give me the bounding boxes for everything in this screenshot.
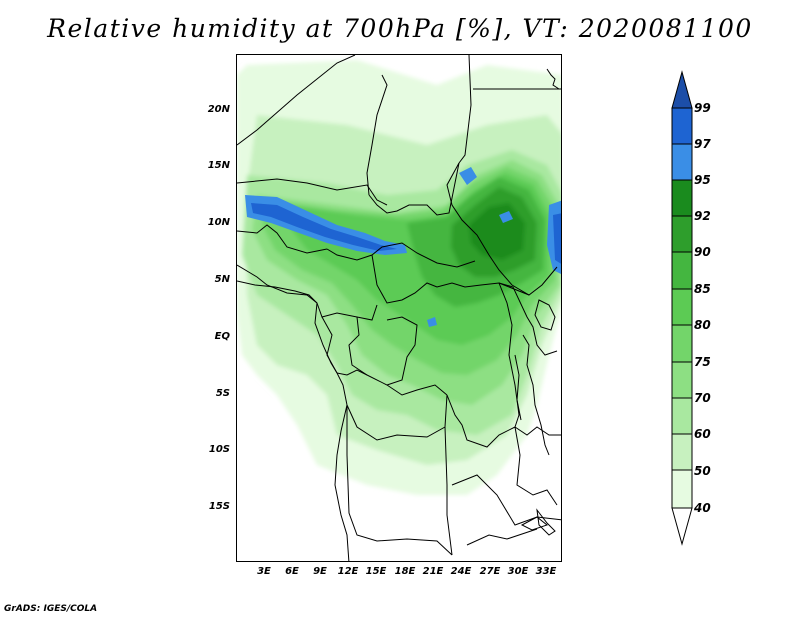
x-axis-label: 33E <box>535 566 557 577</box>
colorbar-label: 90 <box>694 245 711 259</box>
border-line <box>316 302 378 321</box>
colorbar-segment-60 <box>671 433 693 471</box>
humidity-map <box>237 55 561 561</box>
colorbar-label: 99 <box>694 101 711 115</box>
y-axis-label: 10N <box>207 217 230 228</box>
x-axis-label: 12E <box>337 566 359 577</box>
lake-outline <box>520 516 549 531</box>
border-line <box>446 394 516 448</box>
x-axis-label: 6E <box>285 566 299 577</box>
lake-outline <box>522 334 550 456</box>
rh-97-patch-a <box>459 167 477 185</box>
border-line <box>366 74 388 196</box>
lake-outline <box>534 299 556 331</box>
x-axis-label: 9E <box>313 566 327 577</box>
x-axis-label: 18E <box>394 566 416 577</box>
map-title: Relative humidity at 700hPa [%], VT: 202… <box>47 14 753 43</box>
y-axis-label: 5N <box>214 274 230 285</box>
coastline <box>237 280 348 406</box>
colorbar-segment-97 <box>671 143 693 181</box>
colorbar-label: 60 <box>694 427 711 441</box>
border-line <box>514 426 558 506</box>
colorbar-segment-92 <box>671 215 693 253</box>
colorbar-top-arrow <box>671 70 693 109</box>
colorbar-label: 40 <box>694 501 711 515</box>
colorbar-bottom-arrow <box>671 507 693 546</box>
border-line <box>346 405 453 556</box>
border-line <box>237 55 356 146</box>
border-line <box>348 316 368 376</box>
colorbar-label: 92 <box>694 209 711 223</box>
border-line <box>458 55 472 164</box>
y-axis-label: EQ <box>214 331 230 342</box>
border-line <box>514 426 561 436</box>
border-line <box>386 316 418 386</box>
rh-99-east <box>553 213 561 264</box>
y-axis-label: 10S <box>208 444 230 455</box>
x-axis-label: 3E <box>257 566 271 577</box>
rh-97-patch-c <box>427 317 437 327</box>
y-axis-label: 15S <box>208 501 230 512</box>
x-axis-label: 24E <box>450 566 472 577</box>
lake-outline <box>514 354 522 421</box>
x-axis-label: 21E <box>422 566 444 577</box>
border-line <box>368 162 460 216</box>
colorbar-label: 75 <box>694 355 711 369</box>
border-line <box>498 282 520 428</box>
x-axis-label: 15E <box>365 566 387 577</box>
x-axis-label: 30E <box>507 566 529 577</box>
colorbar-segment-70 <box>671 397 693 435</box>
map-panel <box>236 54 562 562</box>
grads-credit: GrADS: IGES/COLA <box>4 604 98 614</box>
colorbar <box>671 70 693 546</box>
y-axis-label: 5S <box>215 388 230 399</box>
rh-99-band <box>251 203 397 251</box>
rh-97-patch-b <box>499 211 513 223</box>
colorbar-segment-75 <box>671 361 693 399</box>
colorbar-label: 80 <box>694 318 711 332</box>
border-line <box>446 162 558 296</box>
border-line <box>237 224 328 254</box>
colorbar-label: 95 <box>694 173 711 187</box>
colorbar-segment-99 <box>671 107 693 145</box>
border-line <box>326 242 476 268</box>
border-line <box>451 474 561 526</box>
coastline <box>334 404 350 561</box>
colorbar-label: 70 <box>694 391 711 405</box>
colorbar-label: 97 <box>694 137 711 151</box>
border-line <box>237 264 318 304</box>
lake-outline <box>536 508 556 536</box>
y-axis-label: 20N <box>207 104 230 115</box>
border-line <box>546 68 560 90</box>
y-axis-label: 15N <box>207 160 230 171</box>
border-line <box>444 426 453 556</box>
colorbar-segment-50 <box>671 469 693 509</box>
colorbar-segment-95 <box>671 179 693 217</box>
border-line <box>498 282 558 356</box>
border-line <box>466 528 538 546</box>
x-axis-label: 27E <box>479 566 501 577</box>
colorbar-label: 50 <box>694 464 711 478</box>
colorbar-segment-85 <box>671 288 693 326</box>
colorbar-segment-90 <box>671 251 693 290</box>
border-line <box>237 178 388 206</box>
colorbar-segment-80 <box>671 324 693 363</box>
colorbar-label: 85 <box>694 282 711 296</box>
